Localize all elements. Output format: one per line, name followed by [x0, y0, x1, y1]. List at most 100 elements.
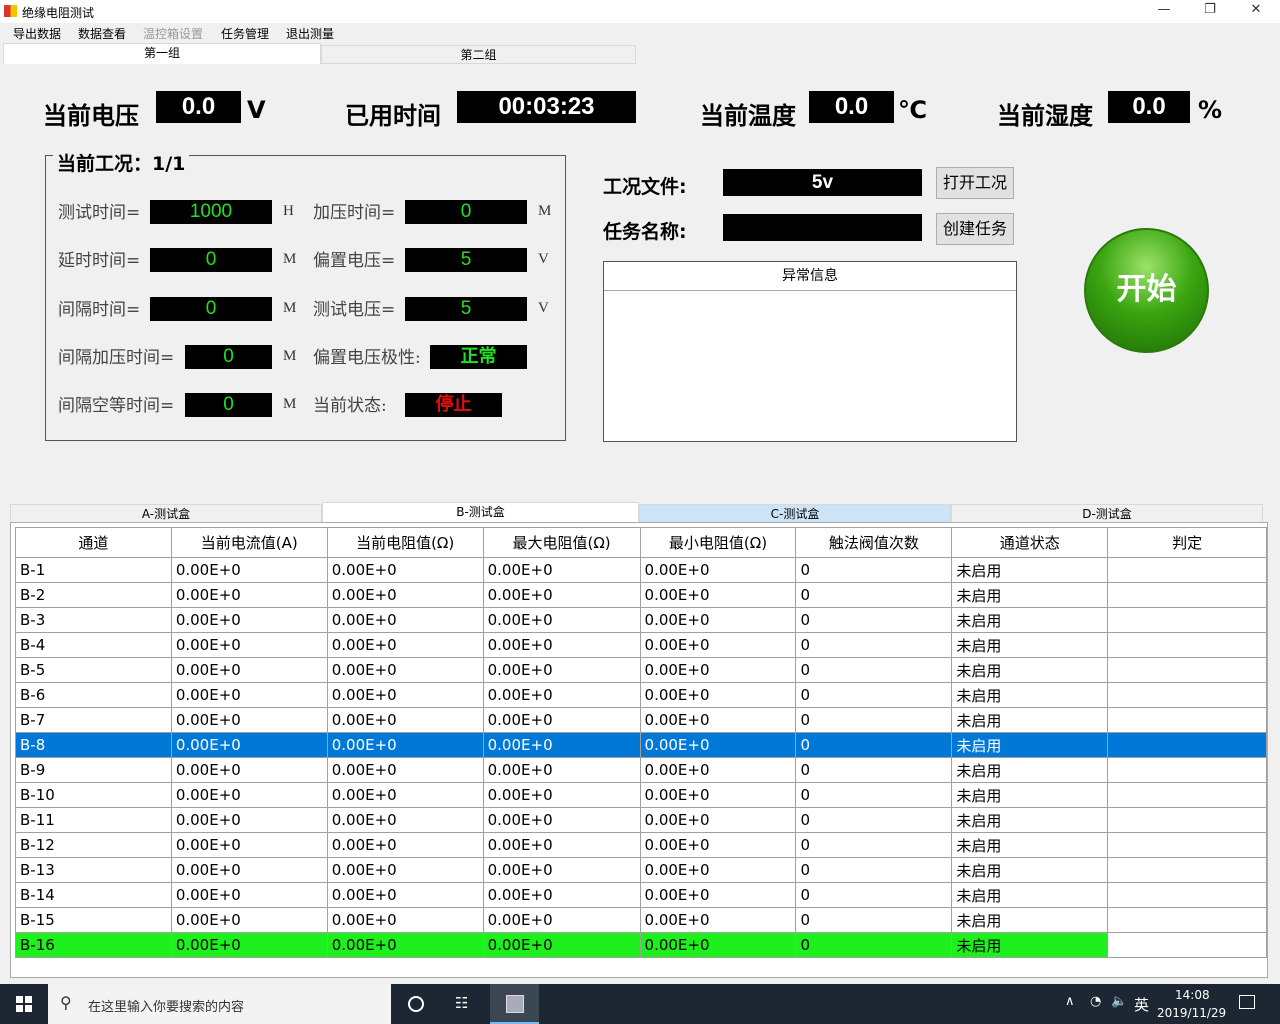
table-cell[interactable]: 0: [795, 682, 953, 708]
table-cell[interactable]: 0: [795, 732, 953, 758]
menu-view-data[interactable]: 数据查看: [78, 27, 127, 41]
table-cell[interactable]: 0.00E+0: [170, 632, 328, 658]
table-cell[interactable]: [1107, 682, 1267, 708]
table-cell[interactable]: 0.00E+0: [170, 932, 328, 958]
table-cell[interactable]: 0.00E+0: [170, 607, 328, 633]
table-row[interactable]: B-3 0.00E+0 0.00E+0 0.00E+0 0.00E+0 0 未启用: [15, 607, 1267, 633]
table-cell[interactable]: 0: [795, 657, 953, 683]
start-button[interactable]: 开始: [1084, 228, 1209, 353]
table-cell[interactable]: 0.00E+0: [326, 632, 484, 658]
volume-icon[interactable]: 🔈: [1111, 994, 1128, 1009]
table-cell[interactable]: B-5: [15, 657, 172, 683]
table-cell[interactable]: 未启用: [951, 707, 1109, 733]
column-header[interactable]: 当前电阻值(Ω): [326, 527, 484, 558]
tab-group-1[interactable]: 第一组: [3, 43, 321, 64]
table-cell[interactable]: 0.00E+0: [639, 732, 797, 758]
table-cell[interactable]: 未启用: [951, 632, 1109, 658]
table-cell[interactable]: 0: [795, 857, 953, 883]
table-cell[interactable]: 0.00E+0: [639, 682, 797, 708]
search-box[interactable]: ⚲ 在这里输入你要搜索的内容: [48, 984, 391, 1024]
taskbar-app-icon[interactable]: [490, 984, 539, 1024]
column-header[interactable]: 当前电流值(A): [170, 527, 328, 558]
table-cell[interactable]: B-6: [15, 682, 172, 708]
table-cell[interactable]: [1107, 857, 1267, 883]
table-cell[interactable]: 0.00E+0: [326, 732, 484, 758]
clock-time[interactable]: 14:08: [1175, 988, 1210, 1002]
menu-chamber-settings[interactable]: 温控箱设置: [143, 27, 204, 41]
table-cell[interactable]: 未启用: [951, 582, 1109, 608]
table-cell[interactable]: 0.00E+0: [170, 832, 328, 858]
table-row[interactable]: B-13 0.00E+0 0.00E+0 0.00E+0 0.00E+0 0 未启用: [15, 857, 1267, 883]
table-cell[interactable]: B-4: [15, 632, 172, 658]
cortana-icon[interactable]: [408, 996, 424, 1012]
table-row[interactable]: B-15 0.00E+0 0.00E+0 0.00E+0 0.00E+0 0 未启用: [15, 907, 1267, 933]
tray-chevron-icon[interactable]: ∧: [1065, 994, 1075, 1009]
table-cell[interactable]: 0.00E+0: [326, 607, 484, 633]
table-cell[interactable]: 0.00E+0: [482, 907, 641, 933]
table-row[interactable]: B-8 0.00E+0 0.00E+0 0.00E+0 0.00E+0 0 未启用: [15, 732, 1267, 758]
menu-task-management[interactable]: 任务管理: [221, 27, 270, 41]
table-cell[interactable]: 0.00E+0: [326, 857, 484, 883]
table-cell[interactable]: 0.00E+0: [326, 582, 484, 608]
column-header[interactable]: 通道状态: [951, 527, 1109, 558]
table-cell[interactable]: 0.00E+0: [326, 557, 484, 583]
table-cell[interactable]: 0: [795, 607, 953, 633]
table-cell[interactable]: 0.00E+0: [170, 907, 328, 933]
table-cell[interactable]: 0.00E+0: [639, 557, 797, 583]
table-cell[interactable]: 0.00E+0: [482, 607, 641, 633]
table-row[interactable]: B-9 0.00E+0 0.00E+0 0.00E+0 0.00E+0 0 未启用: [15, 757, 1267, 783]
table-cell[interactable]: 未启用: [951, 857, 1109, 883]
table-cell[interactable]: 0.00E+0: [326, 707, 484, 733]
table-cell[interactable]: B-2: [15, 582, 172, 608]
network-icon[interactable]: ◔: [1090, 994, 1102, 1009]
table-cell[interactable]: 未启用: [951, 657, 1109, 683]
table-cell[interactable]: 0: [795, 757, 953, 783]
table-row[interactable]: B-12 0.00E+0 0.00E+0 0.00E+0 0.00E+0 0 未启用: [15, 832, 1267, 858]
table-cell[interactable]: 0.00E+0: [170, 857, 328, 883]
table-cell[interactable]: 0.00E+0: [326, 882, 484, 908]
table-row[interactable]: B-4 0.00E+0 0.00E+0 0.00E+0 0.00E+0 0 未启用: [15, 632, 1267, 658]
table-cell[interactable]: 0: [795, 557, 953, 583]
table-cell[interactable]: 0: [795, 807, 953, 833]
table-cell[interactable]: 0.00E+0: [170, 732, 328, 758]
table-cell[interactable]: 0: [795, 907, 953, 933]
table-cell[interactable]: 0.00E+0: [170, 782, 328, 808]
table-cell[interactable]: 0.00E+0: [639, 632, 797, 658]
table-cell[interactable]: 0.00E+0: [170, 557, 328, 583]
table-cell[interactable]: 0.00E+0: [639, 857, 797, 883]
table-cell[interactable]: B-10: [15, 782, 172, 808]
table-row[interactable]: B-11 0.00E+0 0.00E+0 0.00E+0 0.00E+0 0 未启用: [15, 807, 1267, 833]
task-name-field[interactable]: [723, 214, 922, 241]
table-cell[interactable]: 0.00E+0: [170, 707, 328, 733]
table-cell[interactable]: 0.00E+0: [170, 807, 328, 833]
table-cell[interactable]: [1107, 657, 1267, 683]
table-cell[interactable]: 0.00E+0: [482, 732, 641, 758]
table-cell[interactable]: 未启用: [951, 682, 1109, 708]
table-cell[interactable]: 0.00E+0: [639, 882, 797, 908]
ime-indicator[interactable]: 英: [1134, 996, 1150, 1014]
table-cell[interactable]: 0.00E+0: [639, 607, 797, 633]
table-cell[interactable]: [1107, 632, 1267, 658]
table-cell[interactable]: 0.00E+0: [482, 807, 641, 833]
table-cell[interactable]: [1107, 932, 1267, 958]
table-cell[interactable]: 未启用: [951, 782, 1109, 808]
table-cell[interactable]: [1107, 832, 1267, 858]
table-cell[interactable]: [1107, 807, 1267, 833]
table-cell[interactable]: [1107, 607, 1267, 633]
table-cell[interactable]: 0.00E+0: [326, 782, 484, 808]
table-row[interactable]: B-16 0.00E+0 0.00E+0 0.00E+0 0.00E+0 0 未启用: [15, 932, 1267, 958]
table-cell[interactable]: 0.00E+0: [326, 657, 484, 683]
table-cell[interactable]: 未启用: [951, 932, 1109, 958]
column-header[interactable]: 触法阀值次数: [795, 527, 953, 558]
close-button[interactable]: ✕: [1250, 2, 1262, 17]
table-cell[interactable]: 0.00E+0: [170, 582, 328, 608]
column-header[interactable]: 通道: [15, 527, 172, 558]
table-cell[interactable]: B-15: [15, 907, 172, 933]
table-cell[interactable]: 0.00E+0: [639, 907, 797, 933]
table-cell[interactable]: B-16: [15, 932, 172, 958]
table-cell[interactable]: 0.00E+0: [482, 757, 641, 783]
tab-box-d[interactable]: D-测试盒: [951, 504, 1263, 523]
table-cell[interactable]: 0.00E+0: [482, 857, 641, 883]
table-cell[interactable]: B-9: [15, 757, 172, 783]
table-cell[interactable]: 0.00E+0: [482, 707, 641, 733]
